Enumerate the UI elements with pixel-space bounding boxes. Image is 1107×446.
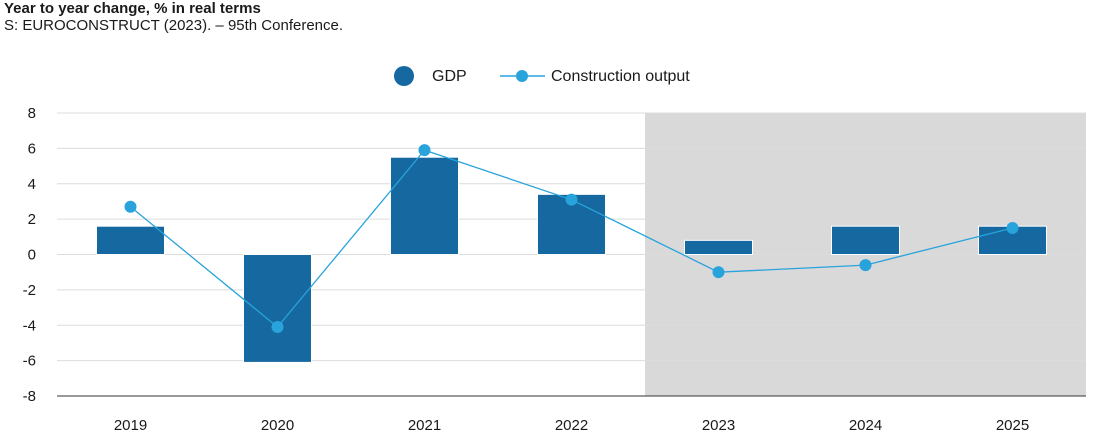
y-tick-label: -6 [23,353,36,370]
legend-gdp-marker [394,66,414,86]
gdp-bar [243,254,312,363]
x-tick-label: 2021 [408,417,441,434]
x-tick-label: 2023 [702,417,735,434]
construction-output-point [418,144,431,157]
x-tick-label: 2019 [114,417,147,434]
x-tick-label: 2024 [849,417,882,434]
legend: GDP Construction output [394,66,690,86]
construction-output-point [712,266,725,279]
x-tick-label: 2022 [555,417,588,434]
y-tick-label: 6 [28,140,36,157]
construction-output-point [859,259,872,272]
y-tick-label: 4 [28,176,36,193]
construction-output-point [565,193,578,206]
x-tick-label: 2025 [996,417,1029,434]
construction-output-point [124,200,137,213]
y-tick-label: 2 [28,211,36,228]
gdp-bar [684,239,753,256]
gdp-bar [96,225,165,255]
x-tick-label: 2020 [261,417,294,434]
y-tick-label: 8 [28,105,36,122]
y-tick-label: -2 [23,282,36,299]
y-tick-label: -4 [23,317,36,334]
legend-gdp-label: GDP [432,68,467,85]
chart-subtitle: S: EUROCONSTRUCT (2023). – 95th Conferen… [4,17,344,34]
legend-construction-label: Construction output [551,68,690,85]
y-tick-label: -8 [23,388,36,405]
gdp-bar [831,225,900,255]
construction-output-point [271,321,284,334]
y-tick-label: 0 [28,247,36,264]
legend-construction-marker [516,70,528,82]
chart-title: Year to year change, % in real terms [4,0,261,17]
construction-output-point [1006,221,1019,234]
gdp-bar [390,156,459,255]
